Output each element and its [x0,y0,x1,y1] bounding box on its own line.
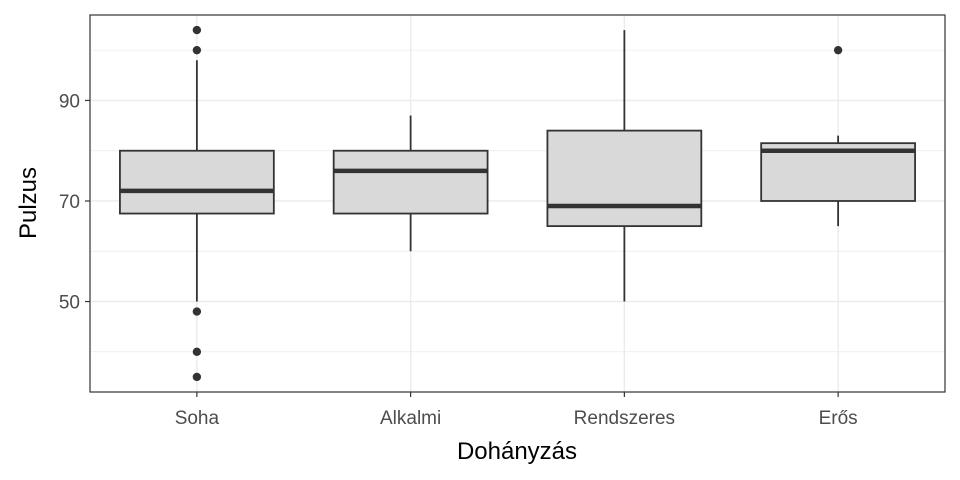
y-tick-label: 70 [59,192,80,213]
x-tick-label: Rendszeres [574,408,675,429]
outlier-point [192,372,202,382]
box-group [332,115,489,252]
box-group [546,30,703,302]
outlier-point [192,45,202,55]
x-tick-label: Erős [819,408,858,429]
x-tick-label: Alkalmi [380,408,441,429]
y-axis-title: Pulzus [15,167,42,239]
x-tick-label: Soha [175,408,220,429]
outlier-point [192,347,202,356]
y-tick-label: 90 [59,91,80,112]
box-group [760,45,916,227]
x-axis-title: Dohányzás [457,438,577,465]
outlier-point [833,45,843,55]
outlier-point [192,25,202,35]
box-iqr [332,149,489,215]
y-axis: 50 70 90 [59,91,90,314]
box-iqr [546,129,703,228]
box-series [119,25,916,382]
outlier-point [192,307,202,316]
y-tick-label: 50 [59,293,80,314]
box-group [119,25,275,382]
x-axis: Soha Alkalmi Rendszeres Erős [175,392,858,429]
box-iqr [119,149,275,215]
panel-border [89,14,946,393]
